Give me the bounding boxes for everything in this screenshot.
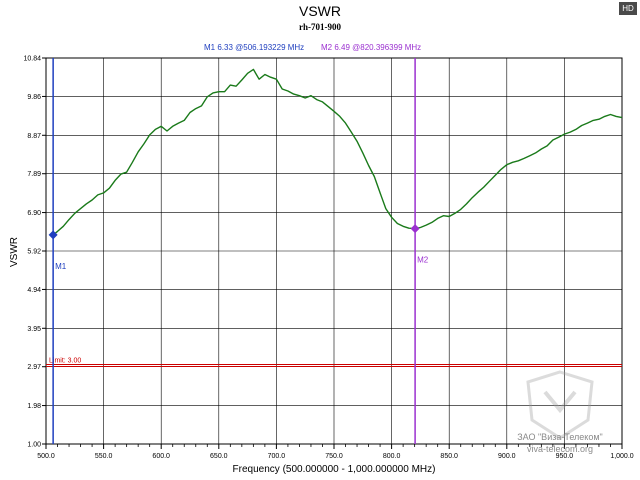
marker-m2-point bbox=[410, 224, 420, 234]
marker-m2-readout: M2 6.49 @820.396399 MHz bbox=[321, 43, 421, 52]
y-tick-label: 2.97 bbox=[27, 364, 41, 371]
limit-line-group: Limit: 3.00 bbox=[46, 358, 622, 368]
x-tick-label: 500.0 bbox=[37, 453, 55, 460]
hd-badge[interactable]: HD bbox=[619, 2, 637, 15]
x-axis-ticks: 500.0 550.0 600.0 650.0 700.0 750.0 800.0 850.0… bbox=[37, 444, 634, 460]
x-tick-label: 850.0 bbox=[440, 453, 458, 460]
y-tick-label: 5.92 bbox=[27, 249, 41, 256]
marker-m2-label: M2 bbox=[417, 256, 429, 265]
x-tick-label: 700.0 bbox=[268, 453, 286, 460]
watermark-company: ЗАО "Виза-Телеком" bbox=[517, 432, 602, 442]
x-tick-label: 900.0 bbox=[498, 453, 516, 460]
y-tick-label: 7.89 bbox=[27, 171, 41, 178]
marker-m1-readout: M1 6.33 @506.193229 MHz bbox=[204, 43, 304, 52]
y-tick-label: 8.87 bbox=[27, 133, 41, 140]
watermark bbox=[526, 370, 594, 440]
chart-subtitle: rh-701-900 bbox=[299, 22, 341, 32]
y-tick-label: 1.00 bbox=[27, 442, 41, 449]
y-tick-label: 10.84 bbox=[23, 56, 41, 63]
x-tick-label: 650.0 bbox=[210, 453, 228, 460]
x-tick-label: 750.0 bbox=[325, 453, 343, 460]
x-tick-label: 800.0 bbox=[383, 453, 401, 460]
marker-group: M1 M2 bbox=[48, 58, 429, 444]
x-tick-label: 1,000.0 bbox=[610, 453, 633, 460]
marker-m1-point bbox=[48, 230, 58, 240]
x-axis-label: Frequency (500.000000 - 1,000.000000 MHz… bbox=[233, 464, 436, 475]
y-tick-label: 6.90 bbox=[27, 210, 41, 217]
x-tick-label: 600.0 bbox=[152, 453, 170, 460]
x-tick-label: 950.0 bbox=[556, 453, 574, 460]
y-tick-label: 1.98 bbox=[27, 403, 41, 410]
marker-m1-label: M1 bbox=[55, 262, 67, 271]
series-group bbox=[52, 68, 623, 236]
x-tick-label: 550.0 bbox=[95, 453, 113, 460]
chart-title: VSWR bbox=[299, 3, 341, 19]
y-tick-label: 3.95 bbox=[27, 326, 41, 333]
y-axis-ticks: 1.00 1.98 2.97 3.95 4.94 5.92 6.90 7.89 8.87 9.86… bbox=[23, 56, 46, 449]
vswr-series-line bbox=[52, 68, 623, 236]
watermark-url: viva-telecom.org bbox=[527, 444, 593, 454]
y-axis-label: VSWR bbox=[9, 237, 20, 267]
grid bbox=[46, 58, 622, 444]
y-tick-label: 9.86 bbox=[27, 94, 41, 101]
limit-label: Limit: 3.00 bbox=[49, 358, 81, 365]
y-tick-label: 4.94 bbox=[27, 287, 41, 294]
